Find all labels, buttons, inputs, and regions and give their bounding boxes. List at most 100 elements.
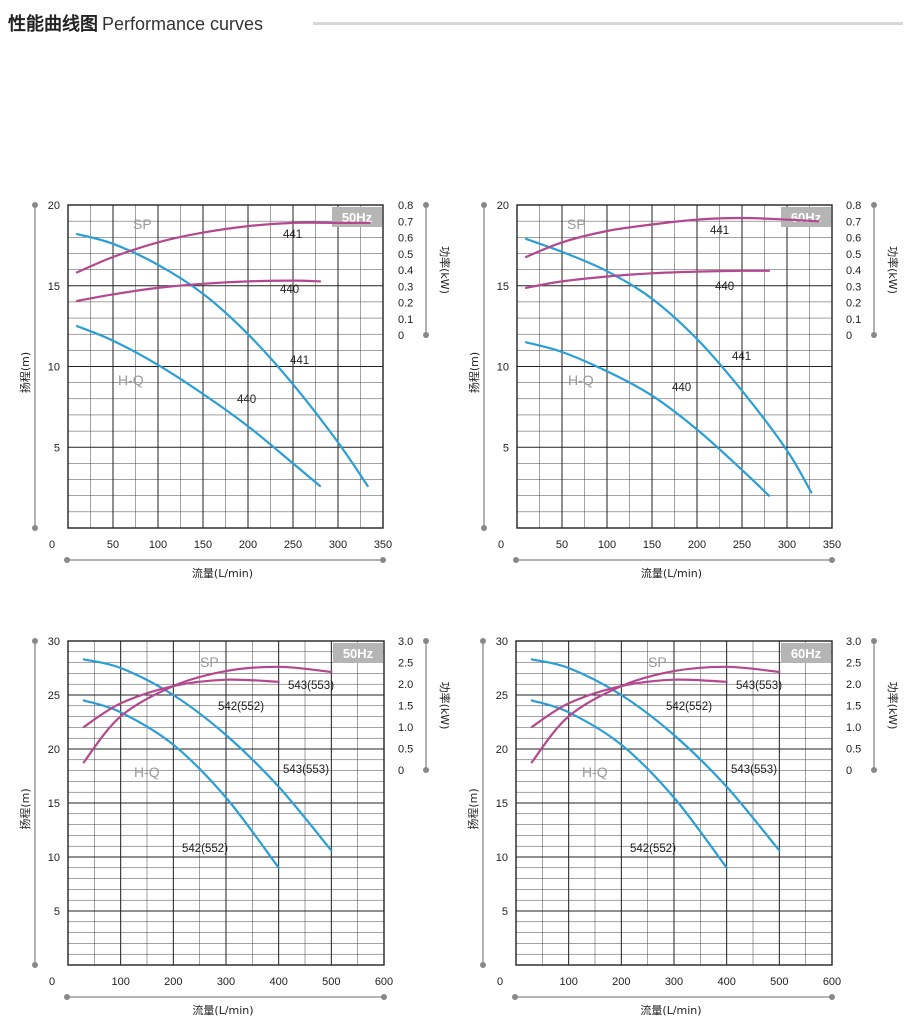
y2-tick-label: 0.8	[398, 200, 413, 212]
head-curve-543553	[82, 658, 333, 852]
y2-axis-title: 功率(kW)	[886, 682, 900, 730]
y-axis-rail-cap	[32, 202, 38, 208]
series-label: 542(552)	[666, 701, 712, 713]
y2-tick-label: 0.6	[846, 233, 861, 245]
series-label: 543(553)	[731, 764, 777, 776]
y2-axis-rail-cap	[871, 767, 877, 773]
y-axis-rail-cap	[32, 962, 38, 968]
y2-tick-label: 2.5	[846, 658, 861, 670]
x-axis-rail-cap	[829, 994, 835, 1000]
y2-tick-label: 0.6	[398, 233, 413, 245]
annotation-sp: SP	[648, 654, 667, 670]
y-tick-label: 5	[54, 442, 60, 454]
x-tick-label: 350	[823, 539, 841, 551]
head-curve-441	[75, 233, 369, 488]
x-axis-title: 流量(L/min)	[641, 566, 702, 580]
power-curve-543553	[530, 665, 781, 764]
y2-axis-title: 功率(kW)	[886, 246, 900, 294]
power-curve-440	[75, 279, 322, 302]
page-header: 性能曲线图 Performance curves	[8, 10, 903, 36]
y2-tick-label: 2.0	[846, 679, 861, 691]
head-curve-441	[524, 237, 813, 494]
x-tick-label: 500	[322, 976, 340, 988]
frequency-badge	[781, 643, 831, 663]
x-tick-label: 350	[374, 539, 392, 551]
grid	[68, 641, 384, 965]
y-tick-label: 15	[48, 281, 60, 293]
power-curve-441	[524, 216, 820, 259]
x-tick-label: 300	[665, 976, 683, 988]
frequency-badge-label: 60Hz	[791, 646, 822, 661]
x-tick-label: 100	[559, 976, 577, 988]
x-tick-label: 150	[643, 539, 661, 551]
y2-tick-label: 0.2	[398, 298, 413, 310]
grid	[68, 205, 383, 528]
x-tick-label: 150	[194, 539, 212, 551]
y2-tick-label: 1.0	[846, 722, 861, 734]
y2-tick-label: 0.3	[846, 281, 861, 293]
y2-tick-label: 0.5	[846, 744, 861, 756]
y2-tick-label: 0.3	[398, 281, 413, 293]
y2-axis-title: 功率(kW)	[438, 246, 452, 294]
y2-tick-label: 0.8	[846, 200, 861, 212]
y-axis-title: 扬程(m)	[467, 352, 481, 393]
y-axis-rail-cap	[32, 525, 38, 531]
y2-tick-label: 0	[398, 765, 404, 777]
y-tick-label: 5	[54, 906, 60, 918]
header-divider	[313, 22, 903, 25]
y-tick-label: 15	[48, 798, 60, 810]
series-label: 441	[732, 351, 751, 363]
y-tick-label: 20	[48, 200, 60, 212]
plot-frame	[67, 204, 384, 529]
x-axis-rail-cap	[512, 994, 518, 1000]
y2-tick-label: 0.1	[398, 314, 413, 326]
frequency-badge-label: 50Hz	[343, 646, 374, 661]
y2-tick-label: 0.7	[398, 216, 413, 228]
y2-axis-rail-cap	[423, 202, 429, 208]
y-tick-label: 10	[48, 852, 60, 864]
x-tick-label: 250	[733, 539, 751, 551]
y-tick-label: 15	[496, 798, 508, 810]
x-axis-title: 流量(L/min)	[640, 1003, 701, 1017]
origin-label: 0	[498, 539, 504, 551]
head-curve-543553	[530, 658, 781, 852]
annotation-hq: H-Q	[568, 372, 594, 388]
annotation-hq: H-Q	[582, 764, 608, 780]
grid	[516, 641, 832, 965]
x-tick-label: 200	[239, 539, 257, 551]
frequency-badge-label: 50Hz	[342, 210, 373, 225]
power-curve-542552	[82, 678, 280, 729]
annotation-sp: SP	[133, 216, 152, 232]
head-curve-440	[75, 325, 322, 488]
y-tick-label: 5	[503, 442, 509, 454]
x-axis-rail-cap	[513, 557, 519, 563]
x-axis-rail-cap	[381, 994, 387, 1000]
origin-label: 0	[49, 539, 55, 551]
x-tick-label: 200	[164, 976, 182, 988]
x-axis-rail-cap	[829, 557, 835, 563]
series-label: 543(553)	[288, 680, 334, 692]
origin-label: 0	[49, 976, 55, 988]
y2-tick-label: 2.5	[398, 658, 413, 670]
y-tick-label: 15	[497, 281, 509, 293]
y2-tick-label: 3.0	[846, 636, 861, 648]
y-axis-rail-cap	[480, 638, 486, 644]
y-tick-label: 20	[496, 744, 508, 756]
title-chinese: 性能曲线图	[8, 14, 98, 35]
x-tick-label: 50	[107, 539, 119, 551]
y-tick-label: 25	[496, 690, 508, 702]
head-curve-440	[524, 341, 771, 497]
y-tick-label: 10	[496, 852, 508, 864]
series-label: 441	[290, 355, 309, 367]
y2-axis-rail-cap	[871, 332, 877, 338]
power-curve-542552	[530, 678, 728, 729]
x-tick-label: 100	[598, 539, 616, 551]
y-tick-label: 30	[48, 636, 60, 648]
frequency-badge-label: 60Hz	[791, 210, 822, 225]
y2-tick-label: 0	[846, 330, 852, 342]
y2-tick-label: 0.4	[846, 265, 861, 277]
plot-frame	[515, 640, 833, 966]
grid	[517, 205, 832, 528]
y-axis-title: 扬程(m)	[18, 352, 32, 393]
